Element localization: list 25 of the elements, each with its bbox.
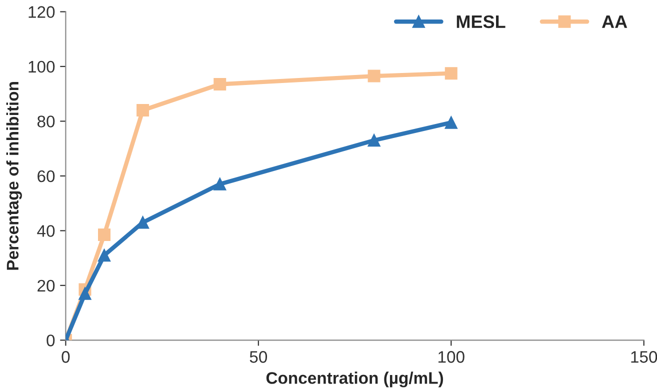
y-tick-label: 60 [38, 170, 55, 182]
x-tick-label: 0 [62, 351, 70, 363]
y-tick-label: 120 [28, 6, 55, 18]
y-tick-label: 0 [46, 334, 55, 346]
y-tick-label: 80 [37, 116, 55, 128]
point [98, 228, 110, 242]
point [368, 70, 380, 82]
point [444, 116, 458, 129]
point [98, 249, 110, 262]
x-tick-label: 50 [250, 351, 268, 363]
point [214, 178, 226, 190]
y-tick-label: 40 [37, 225, 55, 237]
x-tick-label: 150 [631, 351, 657, 363]
legend-label: MESL [456, 15, 506, 28]
legend-label: AA [602, 16, 628, 28]
y-axis-title: Percentage of inhibition [6, 82, 22, 270]
point [78, 287, 92, 300]
y-tick-label: 100 [28, 60, 55, 73]
x-axis-title: Concentration (µg/mL) [266, 372, 444, 388]
point [214, 78, 226, 91]
point [368, 134, 380, 147]
point [136, 104, 150, 117]
point [444, 67, 458, 80]
x-tick-label: 100 [438, 351, 464, 363]
y-tick-label: 20 [38, 280, 55, 292]
